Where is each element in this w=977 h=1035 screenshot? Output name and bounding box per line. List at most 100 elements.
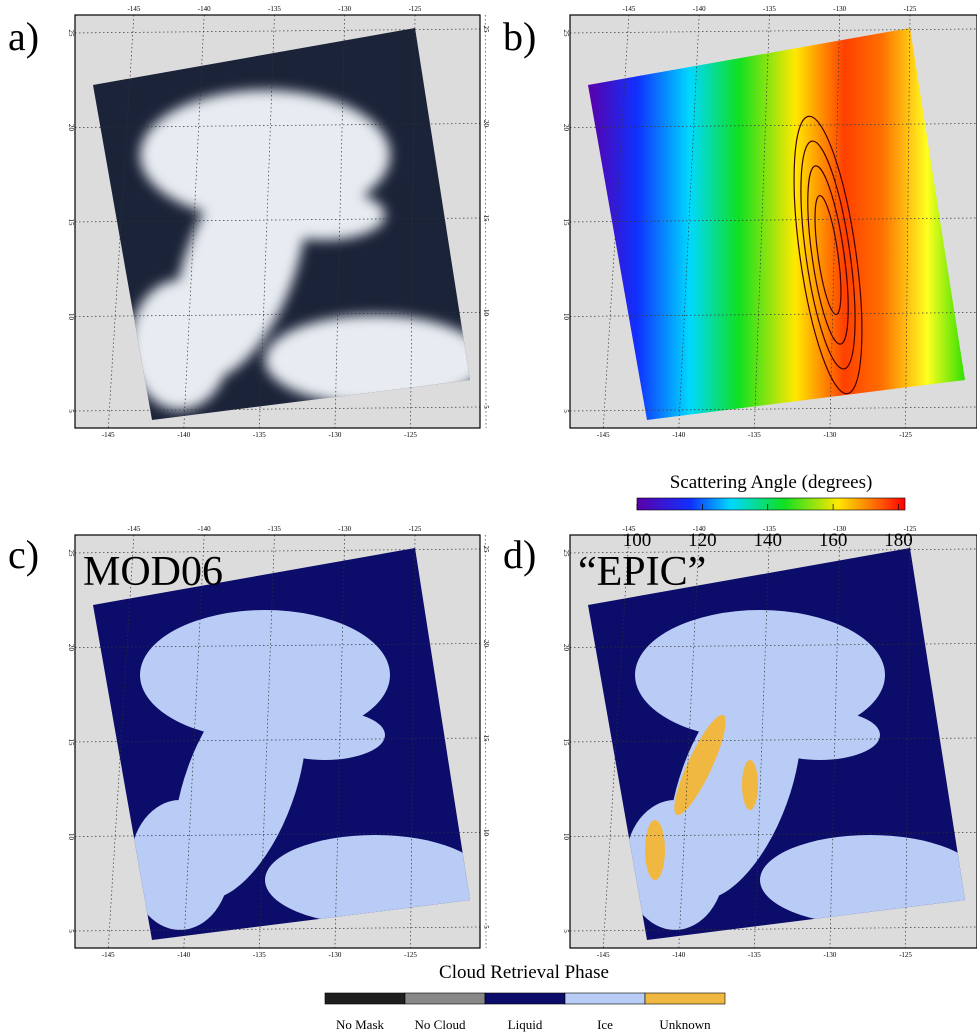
lon-tick-label: -140 xyxy=(693,5,706,13)
colorbar-tick-label: 100 xyxy=(623,530,652,551)
grid-line xyxy=(410,534,416,949)
lat-tick-label: 5 xyxy=(482,405,490,409)
grid-line xyxy=(259,534,275,949)
lat-tick-label: 25 xyxy=(482,545,490,553)
panel-label: c) xyxy=(8,532,39,577)
lon-tick-label: -140 xyxy=(693,525,706,533)
lat-tick-label: 25 xyxy=(562,29,570,36)
grid-line xyxy=(754,534,770,949)
lon-tick-label: -125 xyxy=(899,431,912,439)
lon-tick-label: -125 xyxy=(409,525,422,533)
grid-line xyxy=(334,534,346,949)
lat-tick-label: 10 xyxy=(67,313,75,321)
lon-tick-label: -140 xyxy=(198,5,211,13)
lat-tick-label: 15 xyxy=(562,218,570,226)
lon-tick-label: -145 xyxy=(622,525,635,533)
grid-line xyxy=(602,534,630,949)
lon-tick-label: -140 xyxy=(672,951,685,959)
lon-tick-label: -140 xyxy=(177,951,190,959)
lat-tick-label: 20 xyxy=(67,124,75,132)
grid-line xyxy=(410,14,416,429)
grid-line xyxy=(259,14,275,429)
legend-swatch xyxy=(404,992,486,1005)
colorbar-tick-label: 120 xyxy=(688,530,717,551)
lat-tick-label: 10 xyxy=(482,829,490,837)
lat-tick-label: 15 xyxy=(67,218,75,226)
grid-line xyxy=(754,14,770,429)
lat-tick-label: 5 xyxy=(67,929,75,933)
grid-line xyxy=(484,14,487,429)
panel-title: “EPIC” xyxy=(578,549,706,595)
lat-tick-label: 20 xyxy=(482,120,490,128)
lat-tick-label: 25 xyxy=(562,549,570,557)
lat-tick-label: 25 xyxy=(67,549,75,557)
panel-frame xyxy=(74,14,481,429)
lat-tick-label: 20 xyxy=(562,124,570,132)
panel-d: -145 -145 -140 -140 -135 -135 -130 -130 -125 -125… xyxy=(562,525,977,959)
lon-tick-label: -135 xyxy=(268,525,281,533)
lat-tick-label: 5 xyxy=(562,409,570,413)
grid-line xyxy=(107,14,135,429)
lon-tick-label: -130 xyxy=(824,431,837,439)
lon-tick-label: -135 xyxy=(748,431,761,439)
colorbar-title: Scattering Angle (degrees) xyxy=(670,472,873,493)
lon-tick-label: -130 xyxy=(338,525,351,533)
grid-line xyxy=(678,14,700,429)
panel-c: -145 -145 -140 -140 -135 -135 -130 -130 -125 -125… xyxy=(67,525,490,959)
legend-swatch xyxy=(564,992,646,1005)
legend-label: No Mask xyxy=(336,1017,385,1032)
lon-tick-label: -130 xyxy=(338,5,351,13)
lon-tick-label: -135 xyxy=(253,431,266,439)
lon-tick-label: -125 xyxy=(404,951,417,959)
lat-tick-label: 15 xyxy=(482,214,490,222)
lat-tick-label: 5 xyxy=(562,929,570,933)
panel-b: -145 -145 -140 -140 -135 -135 -130 -130 -125 -125… xyxy=(562,5,977,439)
lat-tick-label: 15 xyxy=(67,738,75,746)
legend-swatch xyxy=(644,992,726,1005)
grid-line xyxy=(183,534,205,949)
grid-line xyxy=(183,14,205,429)
legend-swatch xyxy=(324,992,406,1005)
lat-tick-label: 10 xyxy=(482,309,490,317)
lon-tick-label: -145 xyxy=(597,431,610,439)
legend-swatch xyxy=(484,992,566,1005)
lon-tick-label: -140 xyxy=(672,431,685,439)
lat-tick-label: 5 xyxy=(482,925,490,929)
panel-label: a) xyxy=(8,14,39,59)
colorbar-tick-label: 140 xyxy=(753,530,782,551)
panel-title: MOD06 xyxy=(83,549,223,595)
lon-tick-label: -130 xyxy=(833,525,846,533)
grid-line xyxy=(484,534,487,949)
lon-tick-label: -145 xyxy=(622,5,635,13)
panel-a: -145 -145 -140 -140 -135 -135 -130 -130 -125 -125… xyxy=(67,5,490,439)
lon-tick-label: -145 xyxy=(127,525,140,533)
grid-line xyxy=(829,534,841,949)
lat-tick-label: 20 xyxy=(562,644,570,652)
lon-tick-label: -125 xyxy=(904,525,917,533)
lat-tick-label: 15 xyxy=(482,734,490,742)
lon-tick-label: -135 xyxy=(268,5,281,13)
colorbar xyxy=(636,497,906,511)
grid-line xyxy=(678,534,700,949)
panel-frame xyxy=(74,534,481,949)
colorbar-tick-label: 180 xyxy=(884,530,913,551)
grid-line xyxy=(905,14,911,429)
lon-tick-label: -125 xyxy=(899,951,912,959)
panel-label: b) xyxy=(503,14,536,59)
lon-tick-label: -145 xyxy=(127,5,140,13)
legend-label: Liquid xyxy=(508,1017,543,1032)
grid-line xyxy=(602,14,630,429)
legend-label: No Cloud xyxy=(415,1017,466,1032)
lon-tick-label: -125 xyxy=(409,5,422,13)
lon-tick-label: -145 xyxy=(597,951,610,959)
lon-tick-label: -140 xyxy=(198,525,211,533)
lat-tick-label: 10 xyxy=(562,833,570,841)
lon-tick-label: -125 xyxy=(404,431,417,439)
lon-tick-label: -135 xyxy=(763,525,776,533)
legend-label: Unknown xyxy=(659,1017,711,1032)
lat-tick-label: 5 xyxy=(67,409,75,413)
lon-tick-label: -135 xyxy=(748,951,761,959)
lon-tick-label: -140 xyxy=(177,431,190,439)
panel-label: d) xyxy=(503,532,536,577)
panel-frame xyxy=(569,534,977,949)
